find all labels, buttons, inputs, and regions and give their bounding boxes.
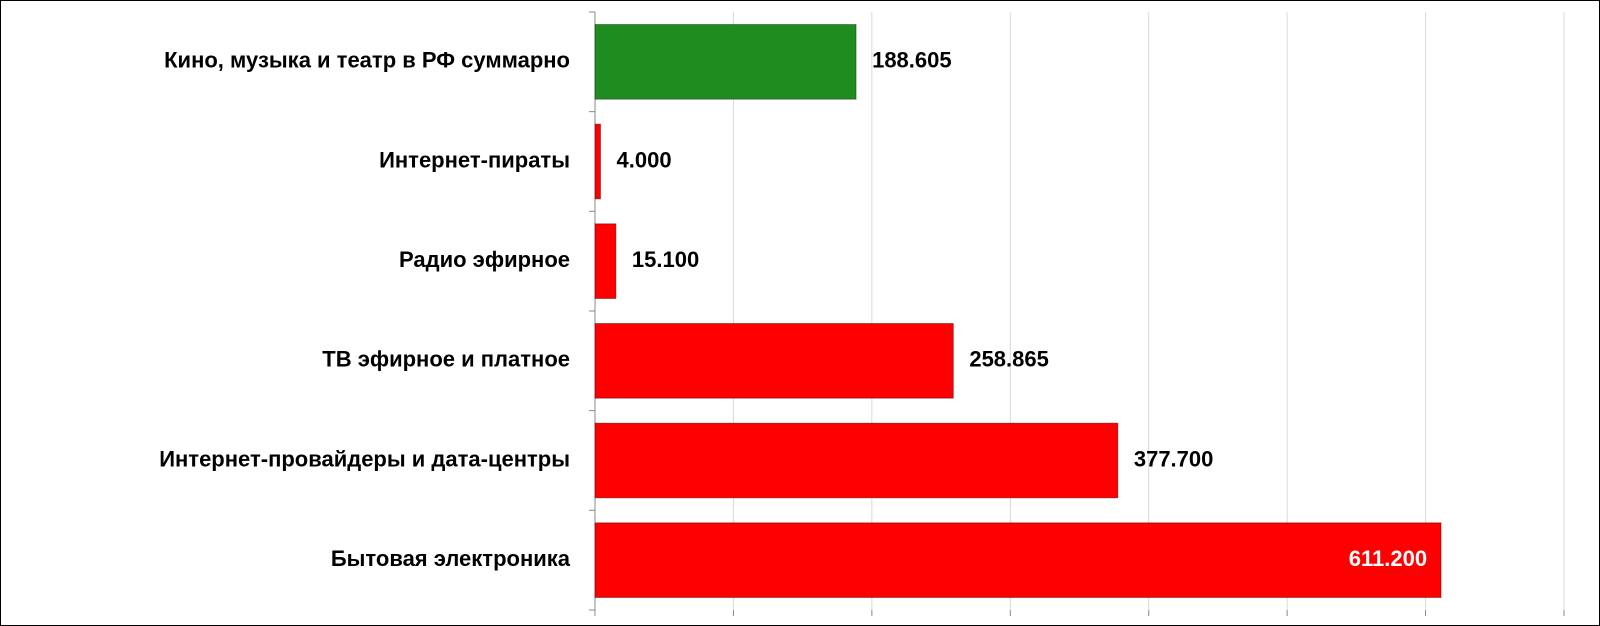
value-label: 258.865	[969, 347, 1049, 372]
y-tick-label: Радио эфирное	[399, 247, 570, 272]
y-tick-label: Бытовая электроника	[331, 546, 571, 571]
value-label: 188.605	[872, 48, 952, 73]
value-label: 4.000	[617, 147, 672, 172]
bar	[594, 23, 857, 100]
value-label: 611.200	[1349, 546, 1427, 571]
y-tick-label: Интернет-провайдеры и дата-центры	[159, 446, 570, 471]
bar	[594, 123, 602, 200]
bar	[594, 322, 954, 399]
y-tick-label: ТВ эфирное и платное	[322, 347, 570, 372]
bar	[594, 422, 1119, 499]
value-label: 15.100	[632, 247, 699, 272]
y-tick-label: Кино, музыка и театр в РФ суммарно	[164, 48, 570, 73]
y-tick-label: Интернет-пираты	[379, 147, 570, 172]
bar	[594, 522, 1442, 599]
bar	[594, 223, 617, 300]
value-label: 377.700	[1134, 446, 1214, 471]
